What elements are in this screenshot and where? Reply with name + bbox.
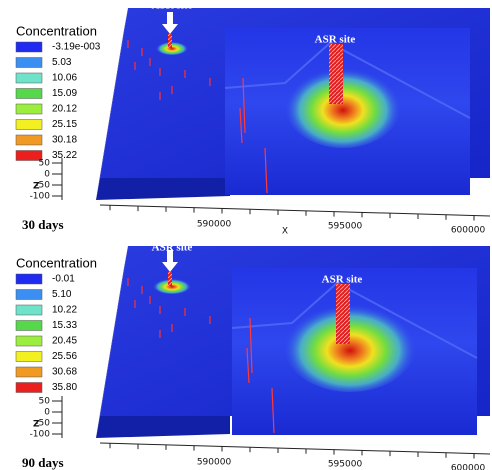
x-axis	[100, 205, 490, 216]
panel: ASR site ASR site Concentration -0.01 5.10 10…	[16, 242, 490, 470]
legend-swatch	[16, 336, 42, 346]
legend-label: 20.12	[52, 104, 77, 115]
x-axis	[100, 443, 490, 454]
x-tick-label: 600000	[451, 226, 486, 236]
z-tick-label: 0	[44, 408, 50, 418]
z-tick-label: -100	[30, 192, 51, 202]
x-label: X	[282, 227, 288, 237]
z-tick-label: 0	[44, 170, 50, 180]
inset-well	[329, 44, 343, 104]
legend-label: 25.56	[52, 351, 77, 362]
x-tick-label: 595000	[328, 222, 363, 232]
legend-label: 35.80	[52, 382, 77, 393]
model-side	[96, 178, 230, 200]
legend-swatch	[16, 89, 42, 99]
x-tick-label: 590000	[197, 220, 232, 230]
legend-label: 15.33	[52, 320, 77, 331]
overview-well	[168, 272, 172, 286]
inset-well	[336, 284, 350, 344]
legend-label: 5.10	[52, 289, 72, 300]
legend-title: Concentration	[16, 255, 97, 270]
legend-label: 10.22	[52, 305, 77, 316]
legend-swatch	[16, 73, 42, 83]
legend-label: 5.03	[52, 57, 72, 68]
legend-label: 20.45	[52, 336, 77, 347]
z-label: Z	[33, 420, 40, 430]
legend-swatch	[16, 383, 42, 393]
legend-swatch	[16, 367, 42, 377]
legend-swatch	[16, 305, 42, 315]
inset-site-label: ASR site	[322, 274, 363, 286]
inset-site-label: ASR site	[315, 34, 356, 46]
legend-swatch	[16, 135, 42, 145]
panel: ASR site ASR site Concentration -3.19e-003 5…	[16, 0, 490, 237]
legend-label: 30.68	[52, 367, 77, 378]
overview-well	[168, 34, 172, 48]
legend-swatch	[16, 352, 42, 362]
legend-label: 35.22	[52, 150, 77, 161]
x-tick-label: 590000	[197, 458, 232, 468]
legend-title: Concentration	[16, 23, 97, 38]
legend-label: 30.18	[52, 135, 77, 146]
model-side	[96, 416, 230, 438]
overview-site-label: ASR site	[152, 242, 193, 254]
z-tick-label: -100	[30, 430, 51, 440]
z-label: Z	[33, 182, 40, 192]
legend-label: -3.19e-003	[52, 42, 101, 53]
time-label: 30 days	[22, 217, 64, 232]
legend-swatch	[16, 290, 42, 300]
z-tick-label: 50	[39, 159, 51, 169]
legend-swatch	[16, 120, 42, 130]
legend-label: 15.09	[52, 88, 77, 99]
legend-swatch	[16, 321, 42, 331]
legend-label: 25.15	[52, 119, 77, 130]
x-tick-label: 600000	[451, 464, 486, 470]
legend-swatch	[16, 58, 42, 68]
legend-swatch	[16, 104, 42, 114]
figure: ASR site ASR site Concentration -3.19e-003 5…	[0, 0, 492, 470]
overview-site-label: ASR site	[152, 0, 193, 12]
legend-swatch	[16, 274, 42, 284]
legend-swatch	[16, 42, 42, 52]
time-label: 90 days	[22, 455, 64, 470]
legend-label: -0.01	[52, 274, 75, 285]
x-tick-label: 595000	[328, 460, 363, 470]
z-tick-label: 50	[39, 397, 51, 407]
legend-label: 10.06	[52, 73, 77, 84]
